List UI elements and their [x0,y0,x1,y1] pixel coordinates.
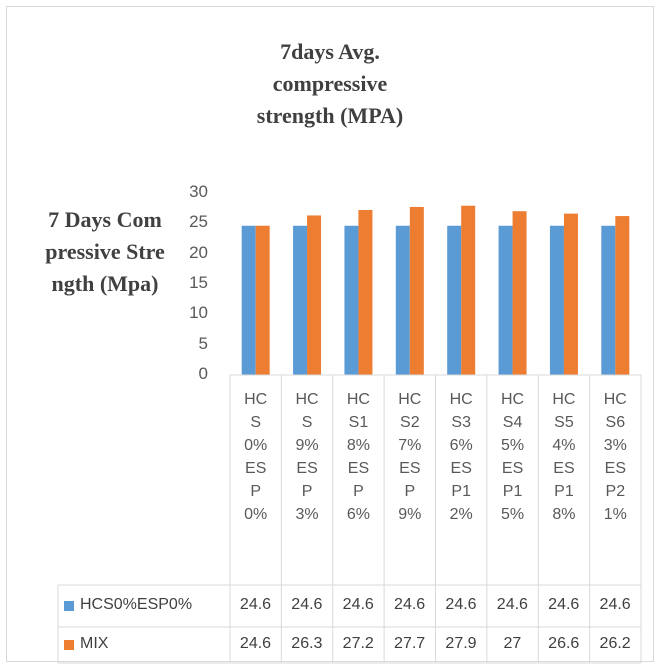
table-value: 27.2 [342,635,374,652]
bar [293,225,308,375]
table-value: 24.6 [291,596,323,613]
x-tick-label: HCS9%ESP3% [295,391,319,523]
table-value: 26.6 [548,635,580,652]
table-value: 24.6 [445,596,477,613]
legend-label: HCS0%ESP0% [80,596,193,613]
bar [358,209,373,375]
table-value: 24.6 [548,596,580,613]
y-tick-label: 15 [189,273,208,292]
legend-swatch [64,601,74,611]
y-tick-label: 25 [189,212,208,232]
y-tick-label: 5 [198,333,208,353]
y-tick-label: 20 [189,242,208,262]
bar [307,215,322,375]
table-value: 24.6 [599,596,631,613]
bar [615,216,630,375]
bar [549,225,564,375]
x-tick-label: HCS54%ESP18% [552,391,576,523]
bar [512,211,527,375]
y-tick-label: 30 [189,182,208,201]
table-value: 26.3 [291,635,323,652]
x-tick-label: HCS45%ESP15% [501,391,525,523]
bar [344,225,359,375]
legend-swatch [64,640,74,650]
bar [409,206,424,375]
y-tick-label: 10 [189,303,208,323]
bar [255,225,270,375]
bar [563,213,578,375]
bar [461,205,476,375]
table-value: 24.6 [239,596,272,613]
x-tick-label: HCS63%ESP21% [603,391,627,523]
bar [498,225,513,375]
x-tick-label: HCS36%ESP12% [449,391,473,523]
bar [601,225,616,375]
table-value: 27.9 [445,635,477,652]
legend-label: MIX [80,635,109,652]
x-tick-label: HCS18%ESP6% [346,391,370,523]
bar [241,225,256,375]
y-tick-label: 0 [198,364,208,383]
chart-title: 7days Avg. compressive strength (MPA) [256,39,404,128]
table-value: 24.6 [342,596,374,613]
y-axis-label: 7 Days Compressive Strength (Mpa) [45,207,165,296]
x-tick-label: HCS0%ESP0% [244,391,268,523]
bar [395,225,410,375]
chart-frame [6,6,654,662]
bar [447,225,462,375]
table-value: 27.7 [394,635,426,652]
table-value: 24.6 [239,635,272,652]
x-tick-label: HCS27%ESP9% [398,391,422,523]
table-value: 26.2 [599,635,631,652]
table-value: 24.6 [394,596,426,613]
table-value: 24.6 [496,596,528,613]
table-value: 27 [503,635,522,652]
